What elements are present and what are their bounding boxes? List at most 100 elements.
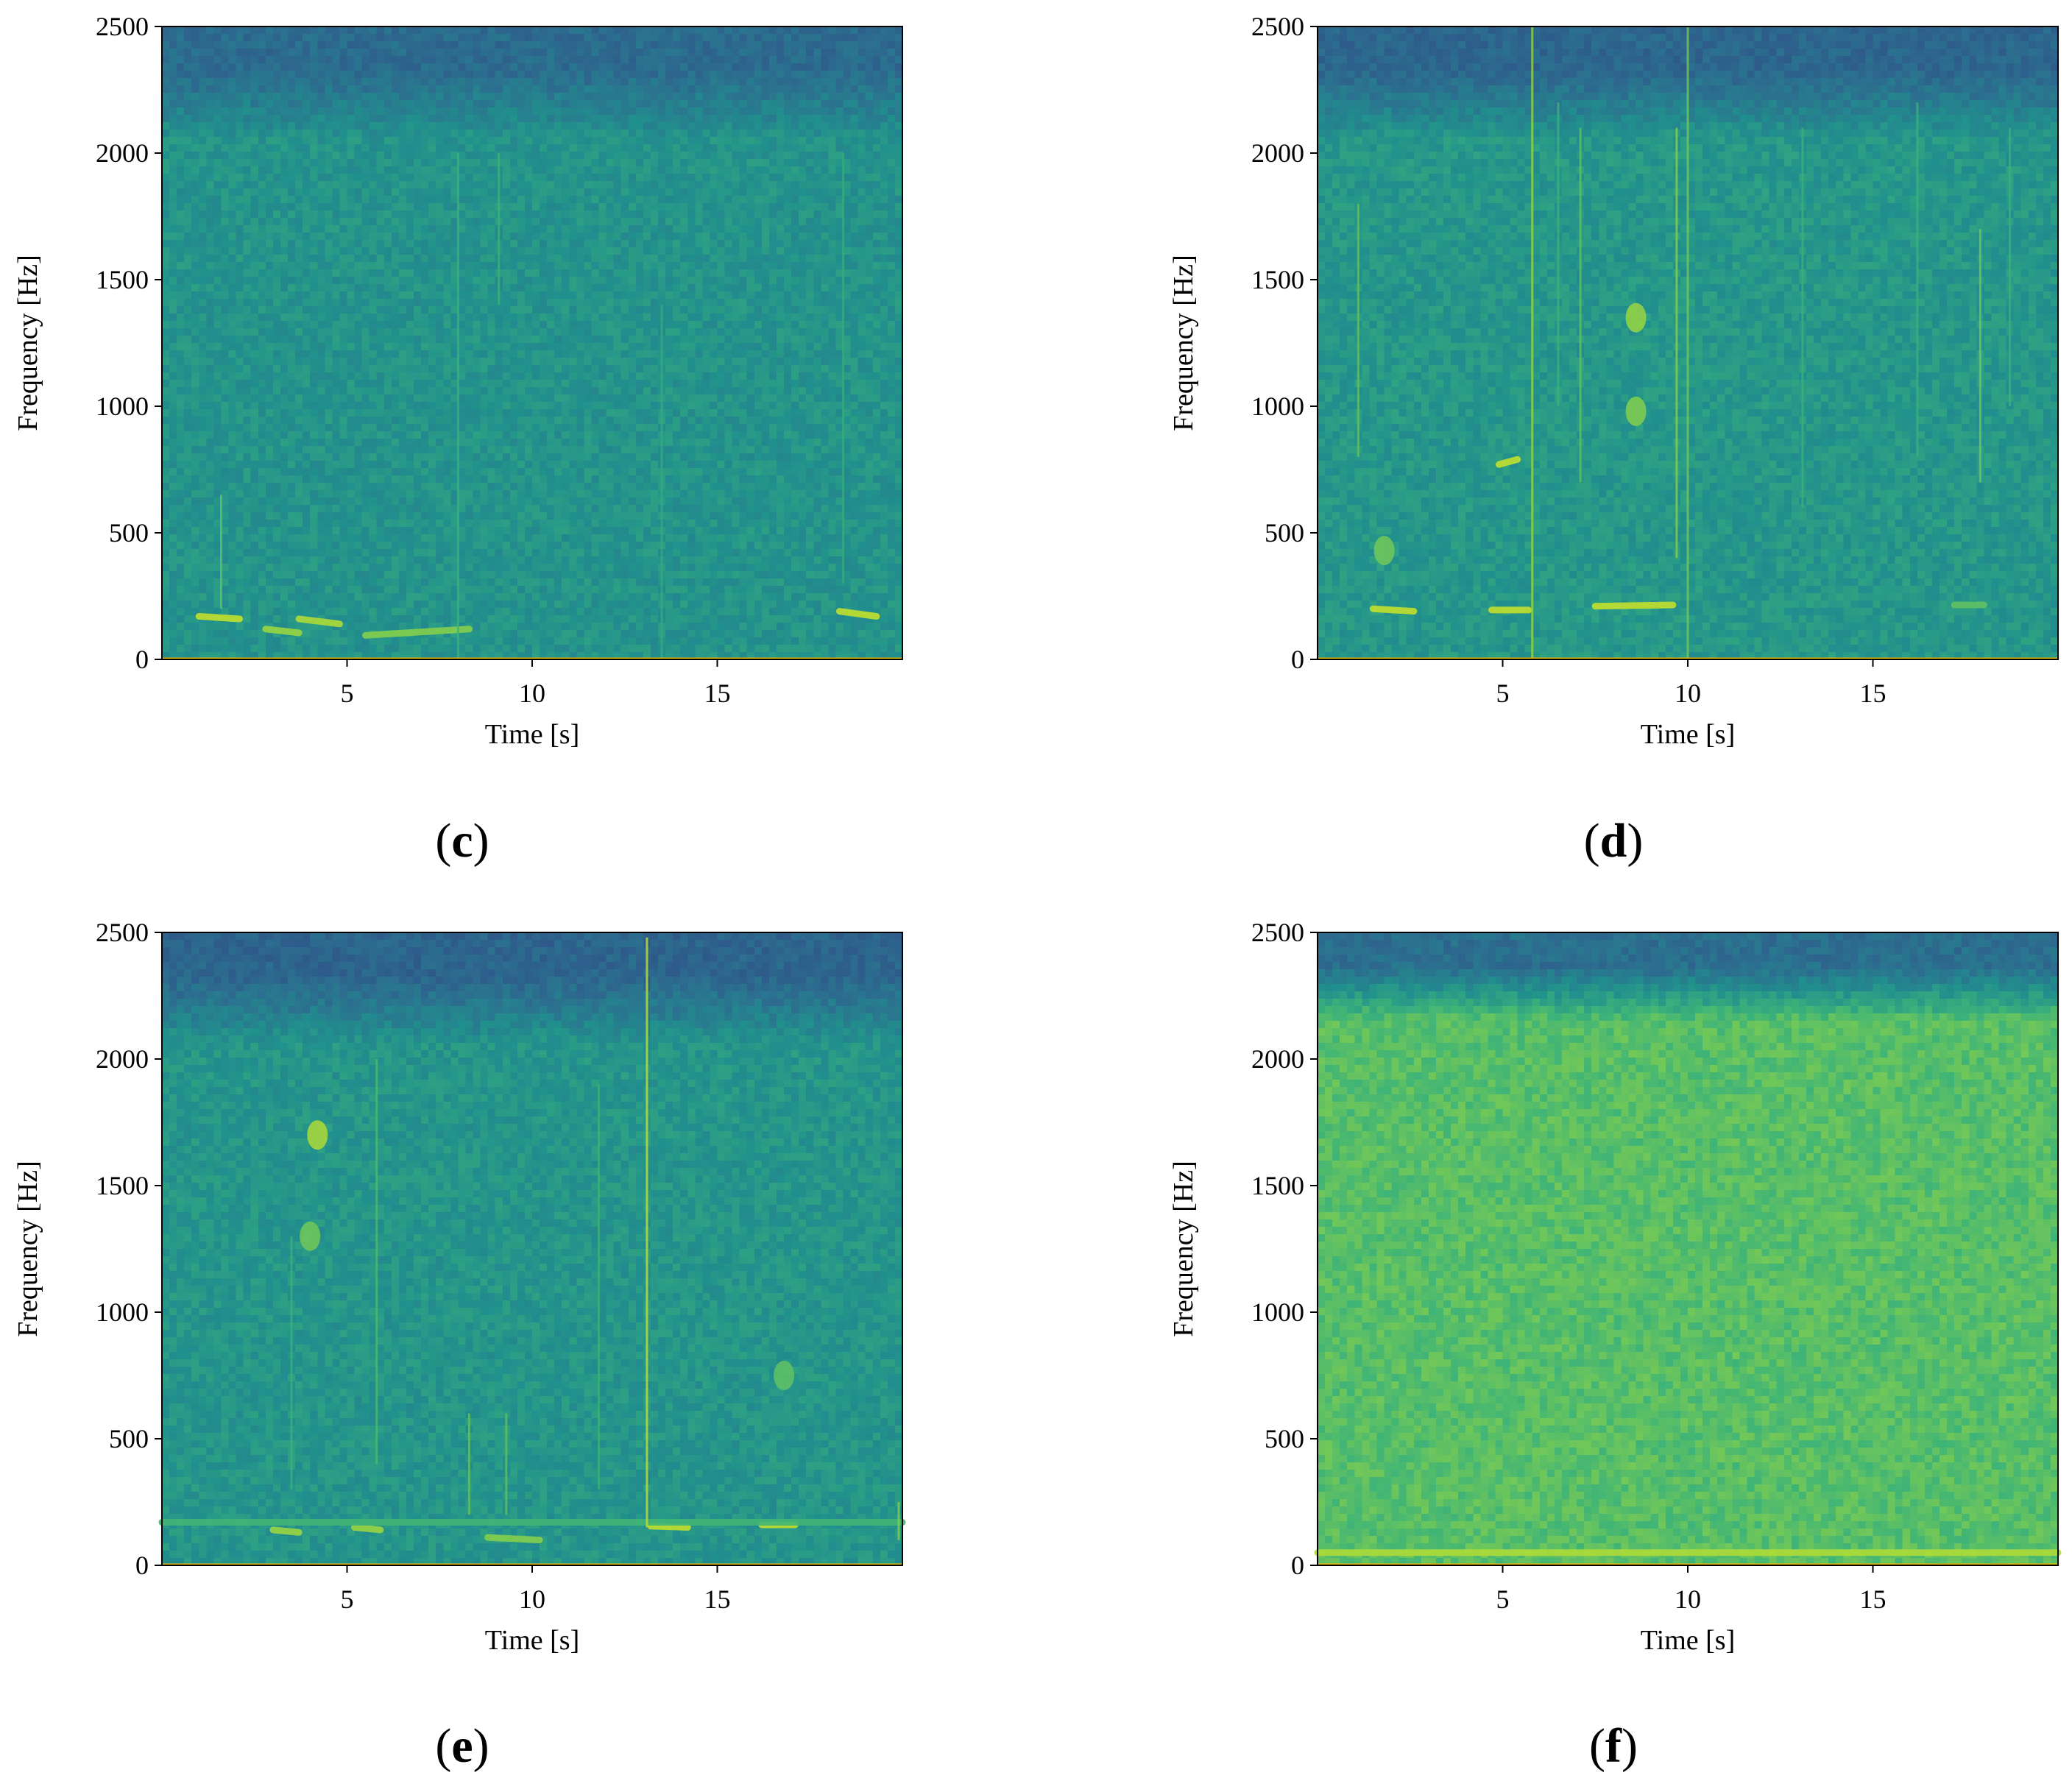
spectrogram-cell [695,255,703,263]
spectrogram-cell [221,93,229,101]
spectrogram-cell [280,262,289,270]
spectrogram-cell [244,262,252,270]
spectrogram-cell [310,137,318,145]
spectrogram-cell [465,188,473,196]
spectrogram-cell [177,181,185,189]
spectrogram-cell [636,225,644,233]
spectrogram-cell [414,41,422,49]
spectrogram-cell [680,225,688,233]
spectrogram-cell [473,130,481,138]
spectrogram-cell [607,269,615,277]
spectrogram-cell [465,71,473,79]
spectrogram-cell [473,93,481,101]
spectrogram-cell [177,71,185,79]
spectrogram-cell [718,34,726,42]
spectrogram-cell [636,299,644,307]
spectrogram-cell [569,181,577,189]
spectrogram-cell [673,210,681,219]
spectrogram-cell [244,181,252,189]
spectrogram-cell [873,188,881,196]
spectrogram-cell [844,152,852,160]
spectrogram-cell [665,218,673,226]
spectrogram-cell [718,262,726,270]
spectrogram-cell [177,247,185,255]
spectrogram-cell [310,240,318,248]
spectrogram-cell [510,93,518,101]
spectrogram-cell [784,144,792,152]
spectrogram-cell [784,218,792,226]
spectrogram-cell [576,240,584,248]
spectrogram-cell [695,247,703,255]
spectrogram-cell [273,262,281,270]
spectrogram-cell [562,26,570,35]
spectrogram-cell [762,56,770,64]
spectrogram-cell [725,233,733,241]
spectrogram-cell [288,277,296,285]
spectrogram-cell [266,130,274,138]
spectrogram-cell [858,78,866,86]
spectrogram-cell [517,233,526,241]
spectrogram-cell [465,107,473,116]
spectrogram-cell [310,262,318,270]
spectrogram-cell [251,269,259,277]
spectrogram-cell [725,152,733,160]
spectrogram-cell [465,152,473,160]
spectrogram-cell [599,93,607,101]
spectrogram-cell [673,137,681,145]
spectrogram-cell [532,210,540,219]
spectrogram-cell [310,255,318,263]
spectrogram-cell [813,63,821,71]
spectrogram-cell [288,174,296,182]
spectrogram-cell [835,115,844,123]
spectrogram-cell [547,56,555,64]
spectrogram-cell [370,152,378,160]
spectrogram-cell [687,93,696,101]
spectrogram-cell [488,240,496,248]
spectrogram-cell [310,63,318,71]
spectrogram-cell [747,63,755,71]
spectrogram-cell [310,225,318,233]
spectrogram-cell [740,78,748,86]
spectrogram-cell [414,233,422,241]
spectrogram-cell [473,299,481,307]
spectrogram-cell [377,144,385,152]
spectrogram-cell [465,210,473,219]
spectrogram-cell [777,63,785,71]
spectrogram-cell [821,277,829,285]
spectrogram-cell [858,137,866,145]
spectrogram-cell [658,247,666,255]
spectrogram-cell [880,210,888,219]
spectrogram-cell [532,93,540,101]
spectrogram-cell [206,262,214,270]
spectrogram-cell [377,188,385,196]
spectrogram-cell [213,41,222,49]
spectrogram-cell [866,122,874,130]
spectrogram-cell [740,63,748,71]
spectrogram-cell [806,34,814,42]
spectrogram-cell [614,49,622,57]
spectrogram-cell [866,85,874,93]
spectrogram-cell [406,49,414,57]
spectrogram-cell [325,107,333,116]
spectrogram-cell [880,63,888,71]
spectrogram-cell [177,63,185,71]
spectrogram-cell [414,130,422,138]
spectrogram-cell [636,284,644,292]
spectrogram-cell [835,107,844,116]
spectrogram-cell [347,41,356,49]
spectrogram-cell [710,137,718,145]
spectrogram-cell [258,137,266,145]
spectrogram-cell [428,291,436,300]
spectrogram-cell [370,269,378,277]
spectrogram-cell [280,100,289,108]
spectrogram-cell [695,78,703,86]
spectrogram-cell [777,262,785,270]
spectrogram-cell [347,63,356,71]
spectrogram-cell [392,225,400,233]
spectrogram-cell [673,130,681,138]
spectrogram-cell [791,56,799,64]
spectrogram-cell [377,71,385,79]
spectrogram-cell [332,240,340,248]
spectrogram-cell [532,71,540,79]
spectrogram-cell [614,277,622,285]
